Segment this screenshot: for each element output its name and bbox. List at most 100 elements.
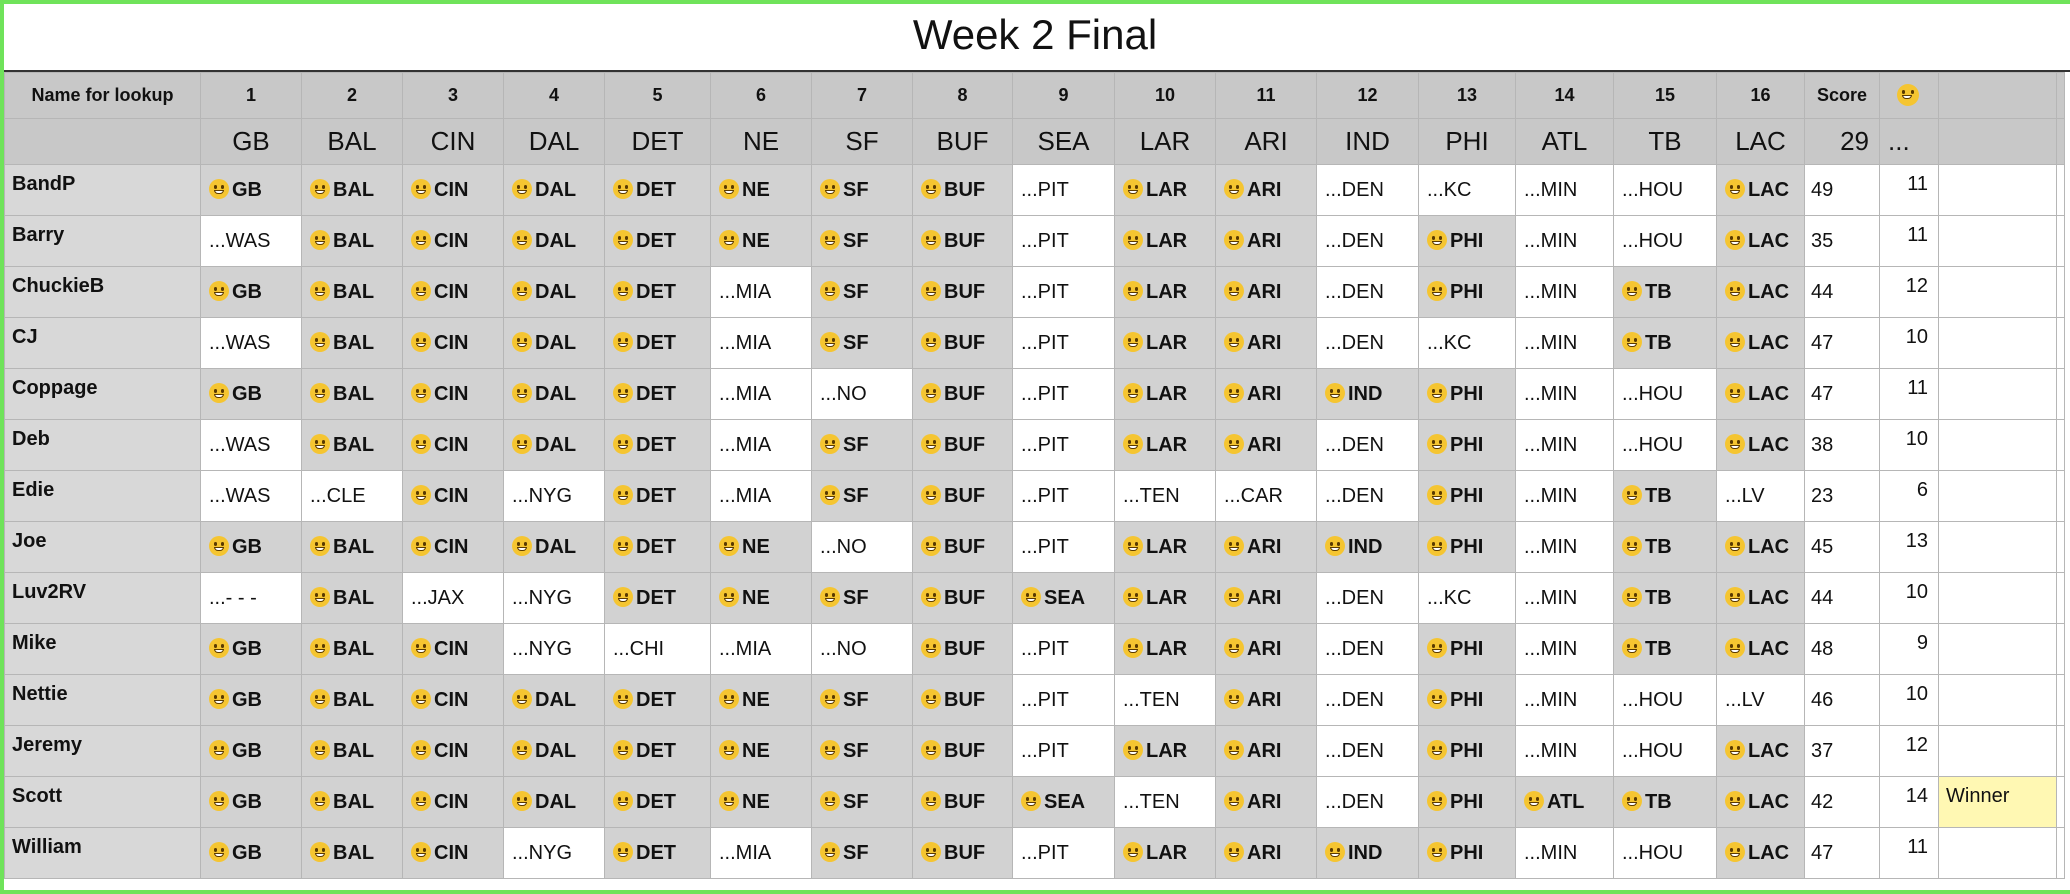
pick-wrong[interactable]: ...DEN	[1316, 572, 1419, 624]
pick-wrong[interactable]: ...MIA	[710, 368, 812, 420]
pick-correct[interactable]: LAR	[1114, 623, 1216, 675]
pick-wrong[interactable]: ...HOU	[1613, 368, 1717, 420]
pick-correct[interactable]: BUF	[912, 164, 1013, 216]
pick-correct[interactable]: PHI	[1418, 725, 1516, 777]
pick-correct[interactable]: DET	[604, 725, 711, 777]
pick-correct[interactable]: CIN	[402, 674, 504, 726]
pick-correct[interactable]: LAR	[1114, 572, 1216, 624]
pick-correct[interactable]: SF	[811, 827, 913, 879]
pick-wrong[interactable]: ...MIA	[710, 827, 812, 879]
pick-correct[interactable]: NE	[710, 725, 812, 777]
pick-correct[interactable]: SF	[811, 470, 913, 522]
correct-count[interactable]: 6	[1879, 470, 1939, 522]
note-cell[interactable]	[1938, 215, 2057, 267]
correct-count[interactable]: 11	[1879, 368, 1939, 420]
note-cell[interactable]	[1938, 266, 2057, 318]
pick-wrong[interactable]: ...PIT	[1012, 215, 1115, 267]
pick-correct[interactable]: ARI	[1215, 164, 1317, 216]
pick-wrong[interactable]: ...HOU	[1613, 827, 1717, 879]
pick-correct[interactable]: IND	[1316, 521, 1419, 573]
player-name[interactable]: Scott	[4, 776, 201, 828]
pick-correct[interactable]: SF	[811, 674, 913, 726]
tiebreak-score[interactable]: 23	[1804, 470, 1880, 522]
pick-correct[interactable]: GB	[200, 776, 302, 828]
pick-correct[interactable]: PHI	[1418, 521, 1516, 573]
pick-correct[interactable]: ARI	[1215, 419, 1317, 471]
pick-correct[interactable]: BAL	[301, 419, 403, 471]
correct-count[interactable]: 10	[1879, 674, 1939, 726]
pick-wrong[interactable]: ...MIA	[710, 419, 812, 471]
pick-correct[interactable]: CIN	[402, 266, 504, 318]
pick-correct[interactable]: IND	[1316, 827, 1419, 879]
correct-count[interactable]: 13	[1879, 521, 1939, 573]
pick-wrong[interactable]: ...MIN	[1515, 419, 1614, 471]
pick-correct[interactable]: SF	[811, 776, 913, 828]
correct-count[interactable]: 12	[1879, 266, 1939, 318]
pick-correct[interactable]: LAC	[1716, 623, 1805, 675]
pick-correct[interactable]: ATL	[1515, 776, 1614, 828]
pick-correct[interactable]: LAC	[1716, 776, 1805, 828]
pick-wrong[interactable]: ...MIN	[1515, 368, 1614, 420]
pick-correct[interactable]: BUF	[912, 470, 1013, 522]
tiebreak-score[interactable]: 44	[1804, 266, 1880, 318]
pick-wrong[interactable]: ...WAS	[200, 215, 302, 267]
tiebreak-score[interactable]: 47	[1804, 827, 1880, 879]
correct-count[interactable]: 9	[1879, 623, 1939, 675]
pick-correct[interactable]: DAL	[503, 317, 605, 369]
pick-correct[interactable]: SF	[811, 725, 913, 777]
pick-correct[interactable]: DET	[604, 266, 711, 318]
pick-correct[interactable]: LAC	[1716, 725, 1805, 777]
tiebreak-score[interactable]: 42	[1804, 776, 1880, 828]
pick-correct[interactable]: BUF	[912, 623, 1013, 675]
pick-wrong[interactable]: ...JAX	[402, 572, 504, 624]
pick-correct[interactable]: SEA	[1012, 776, 1115, 828]
player-name[interactable]: Edie	[4, 470, 201, 522]
pick-wrong[interactable]: ...CAR	[1215, 470, 1317, 522]
pick-correct[interactable]: GB	[200, 725, 302, 777]
pick-correct[interactable]: BAL	[301, 521, 403, 573]
pick-correct[interactable]: GB	[200, 164, 302, 216]
pick-correct[interactable]: NE	[710, 164, 812, 216]
pick-correct[interactable]: NE	[710, 521, 812, 573]
pick-wrong[interactable]: ...MIN	[1515, 521, 1614, 573]
pick-correct[interactable]: PHI	[1418, 215, 1516, 267]
pick-correct[interactable]: LAC	[1716, 827, 1805, 879]
pick-correct[interactable]: LAC	[1716, 215, 1805, 267]
player-name[interactable]: William	[4, 827, 201, 879]
note-cell[interactable]	[1938, 368, 2057, 420]
pick-correct[interactable]: ARI	[1215, 827, 1317, 879]
pick-wrong[interactable]: ...MIN	[1515, 164, 1614, 216]
pick-wrong[interactable]: ...MIN	[1515, 725, 1614, 777]
player-name[interactable]: Coppage	[4, 368, 201, 420]
pick-correct[interactable]: SF	[811, 215, 913, 267]
pick-correct[interactable]: BAL	[301, 368, 403, 420]
pick-correct[interactable]: TB	[1613, 572, 1717, 624]
tiebreak-score[interactable]: 48	[1804, 623, 1880, 675]
pick-correct[interactable]: ARI	[1215, 725, 1317, 777]
pick-correct[interactable]: DET	[604, 419, 711, 471]
correct-count[interactable]: 12	[1879, 725, 1939, 777]
pick-correct[interactable]: ARI	[1215, 623, 1317, 675]
pick-wrong[interactable]: ...- - -	[200, 572, 302, 624]
pick-correct[interactable]: PHI	[1418, 827, 1516, 879]
pick-wrong[interactable]: ...PIT	[1012, 317, 1115, 369]
pick-correct[interactable]: CIN	[402, 521, 504, 573]
pick-correct[interactable]: DAL	[503, 521, 605, 573]
pick-correct[interactable]: ARI	[1215, 266, 1317, 318]
pick-wrong[interactable]: ...NYG	[503, 623, 605, 675]
pick-correct[interactable]: CIN	[402, 725, 504, 777]
note-cell[interactable]	[1938, 317, 2057, 369]
note-cell[interactable]	[1938, 674, 2057, 726]
pick-correct[interactable]: ARI	[1215, 215, 1317, 267]
pick-correct[interactable]: DET	[604, 827, 711, 879]
pick-correct[interactable]: GB	[200, 266, 302, 318]
pick-correct[interactable]: DET	[604, 215, 711, 267]
pick-wrong[interactable]: ...HOU	[1613, 419, 1717, 471]
note-cell[interactable]	[1938, 623, 2057, 675]
pick-wrong[interactable]: ...DEN	[1316, 623, 1419, 675]
pick-correct[interactable]: BAL	[301, 317, 403, 369]
pick-correct[interactable]: NE	[710, 572, 812, 624]
pick-correct[interactable]: SF	[811, 266, 913, 318]
pick-correct[interactable]: DAL	[503, 674, 605, 726]
pick-correct[interactable]: GB	[200, 368, 302, 420]
